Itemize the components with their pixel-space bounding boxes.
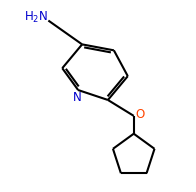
- Text: N: N: [73, 91, 82, 104]
- Text: O: O: [135, 108, 145, 121]
- Text: H$_2$N: H$_2$N: [24, 10, 49, 25]
